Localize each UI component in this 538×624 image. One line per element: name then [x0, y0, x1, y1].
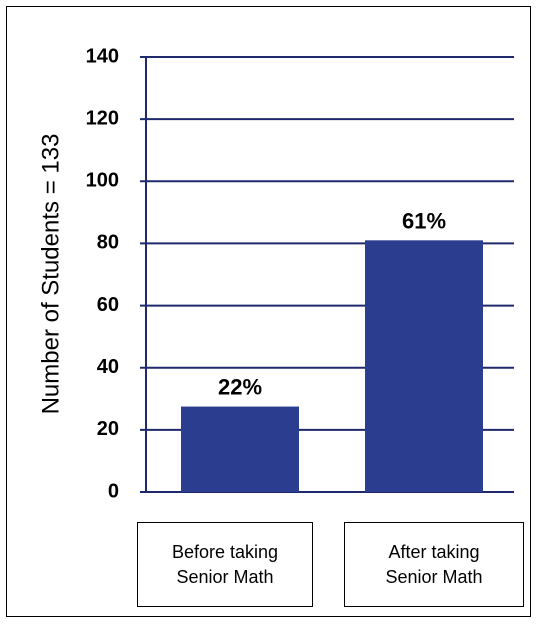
y-tick-label: 140	[86, 45, 119, 67]
bar	[181, 406, 299, 492]
category-label-before: Before taking Senior Math	[137, 522, 313, 607]
y-tick-label: 20	[97, 418, 119, 440]
y-tick-label: 0	[108, 480, 119, 502]
y-tick-label: 120	[86, 107, 119, 129]
category-line-2: Senior Math	[176, 566, 274, 587]
category-line-1: Before taking	[171, 541, 279, 562]
y-tick-label: 60	[97, 294, 119, 316]
data-labels: 22% 61%	[218, 208, 446, 399]
bar	[365, 240, 483, 492]
y-axis-ticks: 0 20 40 60 80 100 120 140	[86, 45, 119, 502]
category-label-after: After taking Senior Math	[344, 522, 524, 607]
y-axis-title: Number of Students = 133	[37, 134, 64, 415]
category-line-1: After taking	[388, 541, 480, 562]
bars	[181, 240, 483, 492]
bar-value-label: 61%	[402, 208, 446, 233]
bar-value-label: 22%	[218, 375, 262, 400]
y-tick-label: 80	[97, 232, 119, 254]
y-tick-label: 40	[97, 356, 119, 378]
y-tick-label: 100	[86, 170, 119, 192]
category-line-2: Senior Math	[385, 566, 483, 587]
